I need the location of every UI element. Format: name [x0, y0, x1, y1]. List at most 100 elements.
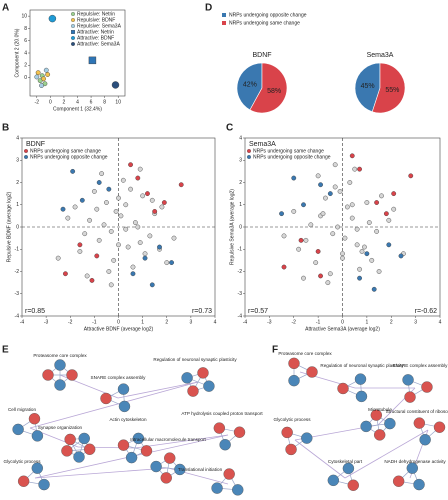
point — [354, 242, 360, 248]
cluster-label: Regulation of neuronal synaptic plastici… — [320, 363, 404, 368]
slice-label: 55% — [385, 87, 399, 94]
point — [169, 260, 174, 265]
pie-slice — [354, 62, 381, 113]
point — [48, 14, 57, 23]
x-tick-label: -2 — [292, 319, 297, 325]
point — [77, 242, 83, 248]
network-node — [404, 391, 416, 403]
point — [374, 229, 380, 234]
network-node — [132, 432, 145, 445]
point — [106, 269, 112, 274]
network-node — [406, 462, 419, 474]
panel-letter: A — [2, 3, 9, 14]
point — [130, 271, 136, 277]
network-edge — [344, 429, 429, 479]
x-tick-label: 10 — [115, 99, 121, 105]
point — [94, 206, 100, 212]
point — [149, 282, 155, 288]
plot-title: Sema3A — [249, 141, 276, 148]
network-node — [281, 426, 293, 439]
cluster-label: Cytoskeletal part — [328, 459, 363, 464]
x-tick-label: 4 — [214, 319, 217, 325]
network-node — [402, 374, 414, 386]
network-node — [347, 479, 359, 491]
y-tick-label: -4 — [15, 313, 20, 319]
y-tick-label: 4 — [24, 50, 27, 56]
legend-label: NRPs undergoing opposite change — [229, 12, 307, 18]
cluster-label: Actin cytoskeleton — [109, 417, 146, 422]
network-node — [117, 439, 130, 451]
y-tick-label: -4 — [238, 313, 243, 319]
point — [63, 271, 68, 277]
point — [89, 277, 95, 283]
y-tick-label: 2 — [239, 180, 242, 186]
point — [43, 67, 49, 73]
panel-letter: B — [2, 123, 9, 134]
point — [96, 237, 102, 243]
network-node — [17, 475, 30, 487]
cluster-label: Cell migration — [8, 407, 37, 412]
x-tick-label: -4 — [20, 319, 25, 325]
point — [116, 195, 121, 201]
x-tick-label: -3 — [267, 319, 272, 325]
point — [374, 200, 380, 205]
point — [60, 206, 66, 212]
point — [301, 275, 306, 281]
point — [142, 255, 148, 261]
cluster-label: Glycolytic process — [273, 417, 311, 422]
point — [383, 211, 389, 217]
x-tick-label: 6 — [90, 99, 93, 105]
point — [408, 173, 414, 179]
point — [111, 81, 120, 89]
point — [82, 231, 88, 237]
point — [327, 191, 333, 197]
point — [111, 257, 117, 263]
network-node — [360, 420, 372, 433]
point — [354, 226, 360, 232]
x-tick-label: 1 — [141, 319, 144, 325]
point — [113, 209, 119, 214]
point — [291, 209, 297, 214]
point — [135, 175, 141, 181]
x-axis-label: Attractive BDNF (average log2) — [84, 326, 154, 332]
point — [104, 200, 109, 205]
point — [281, 264, 287, 270]
network-node — [197, 367, 209, 379]
network-node — [31, 430, 44, 442]
point — [108, 282, 114, 288]
legend-swatch — [247, 155, 251, 159]
cluster-label: Translational initiation — [178, 467, 223, 472]
network-node — [306, 366, 318, 378]
point — [77, 249, 83, 254]
point — [342, 235, 348, 241]
point — [106, 186, 112, 192]
network-node — [384, 417, 396, 430]
cluster-label: NADH dehydrogenase activity — [384, 459, 446, 464]
slice-label: 58% — [267, 88, 281, 95]
x-tick-label: 4 — [76, 99, 79, 105]
x-tick-label: 4 — [439, 319, 442, 325]
network-node — [31, 462, 44, 474]
network-edge — [34, 467, 169, 479]
network-node — [219, 439, 231, 451]
network-node — [421, 381, 433, 393]
y-tick-label: 1 — [16, 202, 19, 208]
point — [96, 180, 102, 185]
network-node — [301, 432, 313, 444]
point — [159, 204, 165, 210]
point — [130, 264, 136, 270]
x-tick-label: 2 — [63, 99, 66, 105]
annotation: r=0.73 — [192, 308, 212, 315]
network-node — [285, 443, 297, 456]
y-tick-label: -1 — [15, 247, 20, 253]
point — [369, 257, 375, 263]
pie-title: Sema3A — [367, 52, 394, 59]
legend-label: NRPs undergoing same change — [253, 148, 324, 154]
legend-label: NRPs undergoing same change — [229, 20, 300, 26]
network-node — [100, 392, 112, 405]
point — [303, 237, 309, 243]
network: Proteasome core complex Regulation of neu… — [273, 351, 448, 491]
y-tick-label: -2 — [238, 269, 243, 275]
network-node — [355, 390, 368, 403]
